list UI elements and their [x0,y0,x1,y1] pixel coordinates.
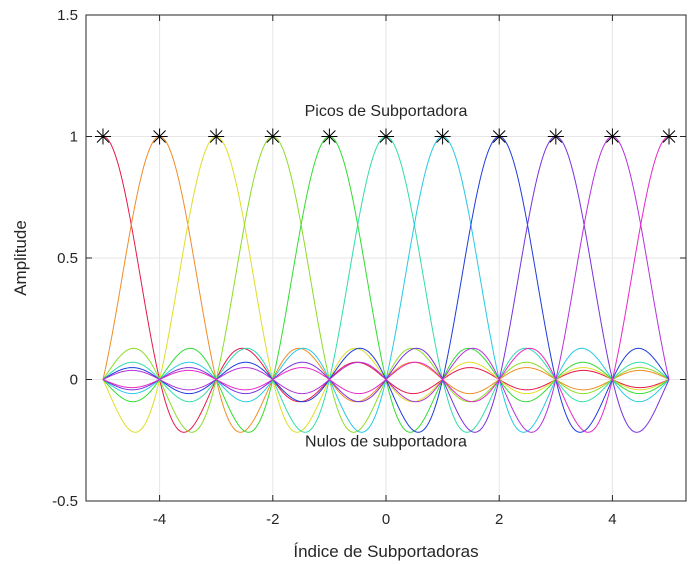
peak-marker-2 [208,128,225,145]
peak-marker-0 [94,128,111,145]
peak-marker-5 [378,128,394,145]
x-tick-label-3: 2 [495,511,503,528]
peak-markers [94,128,678,145]
x-tick-label-1: -2 [266,511,279,528]
y-axis-label: Amplitude [11,220,30,296]
subcarrier-curves [102,135,670,433]
peak-marker-7 [491,128,508,145]
y-tick-label-1: 0 [70,372,78,389]
peak-marker-10 [661,128,678,145]
axis-ticks: -4 -2 0 2 4 -0.5 0 0.5 1 1.5 [52,7,686,528]
subcarrier-curve-10 [102,136,670,433]
annotations: Picos de Subportadora Nulos de subportado… [305,103,468,450]
annotation-0: Picos de Subportadora [305,103,468,120]
x-tick-label-2: 0 [382,511,390,528]
peak-marker-4 [321,128,338,145]
peak-marker-8 [547,128,564,145]
y-tick-label-0: -0.5 [52,493,78,510]
peak-marker-1 [151,128,168,145]
peak-marker-6 [434,128,451,145]
x-tick-label-0: -4 [153,511,166,528]
x-axis-label: Índice de Subportadoras [293,542,478,561]
x-tick-label-4: 4 [608,511,616,528]
peak-marker-3 [264,128,281,145]
annotation-1: Nulos de subportadora [305,433,467,450]
y-tick-label-3: 1 [70,129,78,146]
peak-marker-9 [604,128,621,145]
y-tick-label-2: 0.5 [57,250,78,267]
grid-lines [86,14,686,502]
y-tick-label-4: 1.5 [57,7,78,24]
